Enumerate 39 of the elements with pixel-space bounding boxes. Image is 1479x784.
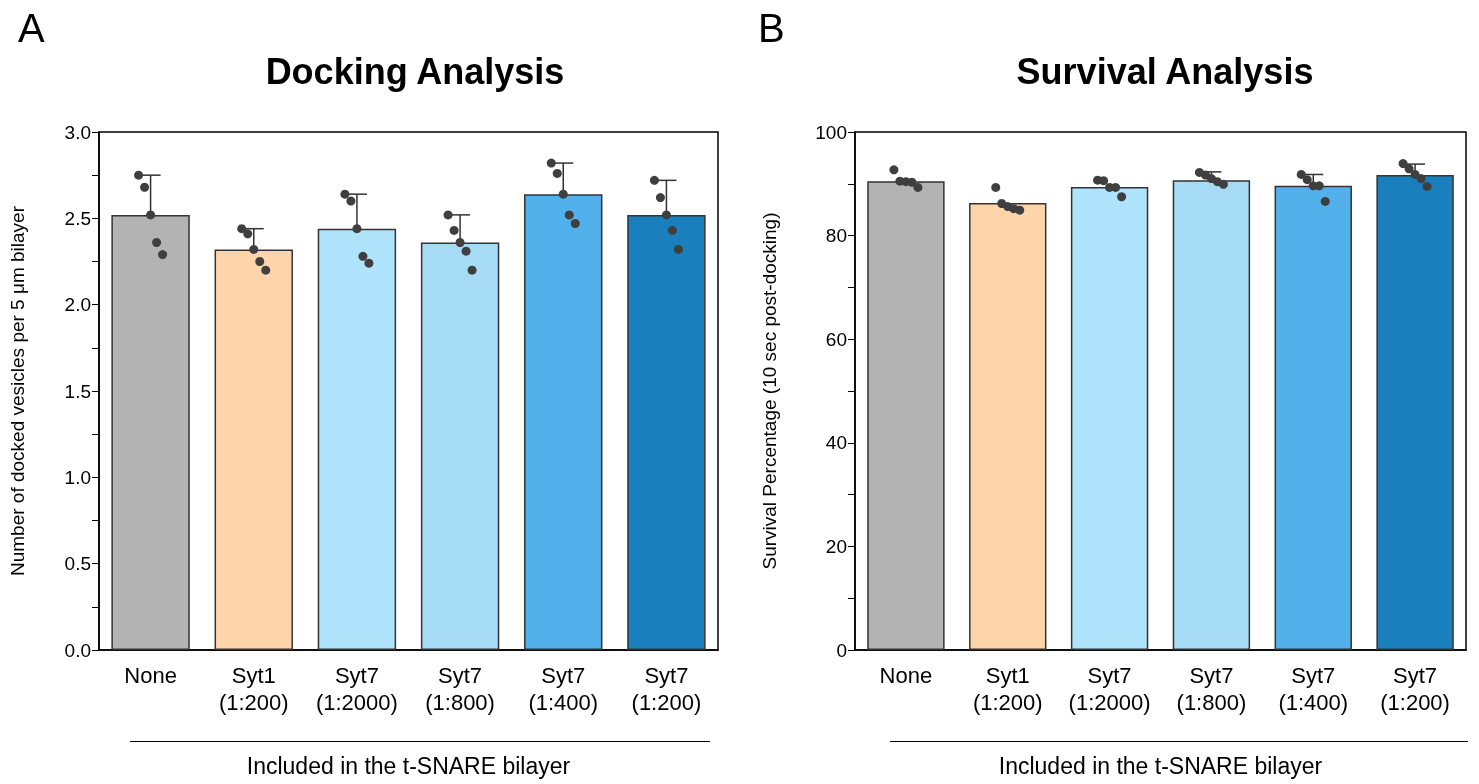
bar bbox=[111, 214, 190, 650]
bar bbox=[524, 194, 603, 650]
y-tick-label: 0.5 bbox=[64, 553, 91, 575]
y-tick-label: 2.0 bbox=[64, 294, 91, 316]
bar bbox=[420, 242, 500, 650]
chart-title: Docking Analysis bbox=[265, 50, 565, 92]
bar bbox=[627, 214, 706, 650]
chart-title: Survival Analysis bbox=[1016, 50, 1314, 92]
y-tick-label: 0 bbox=[836, 639, 847, 661]
x-axis-title: Included in the t-SNARE bilayer bbox=[246, 752, 571, 779]
x-tick-label: Syt7 (1:2000) bbox=[315, 663, 398, 715]
bar bbox=[317, 228, 397, 650]
x-tick-label: Syt7 (1:800) bbox=[425, 663, 495, 715]
text: B bbox=[758, 6, 785, 50]
x-axis-title: Included in the t-SNARE bilayer bbox=[998, 752, 1323, 779]
y-tick-label: 40 bbox=[825, 432, 847, 454]
x-tick-label: Syt7 (1:400) bbox=[528, 663, 599, 715]
y-tick-label: 2.5 bbox=[64, 207, 91, 229]
x-tick-label: Syt1 (1:200) bbox=[218, 663, 289, 715]
x-tick-label: Syt7 (1:200) bbox=[1380, 663, 1450, 715]
x-tick-label: None bbox=[879, 663, 933, 688]
y-axis-title: Number of docked vesicles per 5 μm bilayer bbox=[7, 205, 28, 576]
y-tick-label: 60 bbox=[825, 328, 847, 350]
y-tick-label: 1.0 bbox=[64, 466, 91, 488]
y-axis-title: Survival Percentage (10 sec post-docking) bbox=[759, 212, 780, 570]
x-tick-label: None bbox=[124, 663, 177, 688]
bar bbox=[214, 249, 293, 650]
y-tick-label: 3.0 bbox=[64, 121, 91, 143]
x-tick-label: Syt1 (1:200) bbox=[972, 663, 1043, 715]
y-tick-label: 20 bbox=[825, 535, 847, 557]
y-tick-label: 0.0 bbox=[64, 639, 91, 661]
x-tick-label: Syt7 (1:400) bbox=[1278, 663, 1349, 715]
y-tick-label: 80 bbox=[825, 225, 847, 247]
x-tick-label: Syt7 (1:200) bbox=[631, 663, 702, 715]
y-tick-label: 100 bbox=[815, 121, 847, 143]
x-tick-label: Syt7 (1:800) bbox=[1176, 663, 1247, 715]
text: A bbox=[18, 6, 45, 50]
x-tick-label: Syt7 (1:2000) bbox=[1068, 663, 1151, 715]
y-tick-label: 1.5 bbox=[64, 380, 91, 402]
